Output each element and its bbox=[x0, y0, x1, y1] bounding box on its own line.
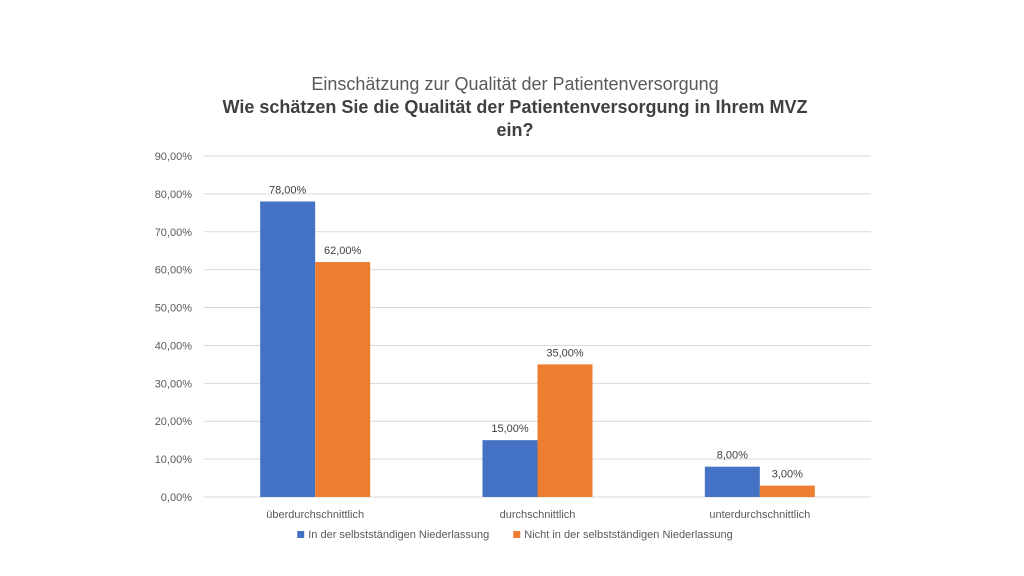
chart-subtitle-line-1: Wie schätzen Sie die Qualität der Patien… bbox=[223, 97, 808, 117]
data-label: 78,00% bbox=[269, 184, 307, 196]
y-tick-label: 80,00% bbox=[155, 189, 193, 201]
legend-swatch bbox=[513, 531, 521, 538]
bar bbox=[537, 364, 593, 497]
data-label: 62,00% bbox=[324, 245, 362, 257]
category-label: überdurchschnittlich bbox=[266, 509, 364, 521]
x-axis-categories: überdurchschnittlich durchschnittlich unte… bbox=[266, 509, 810, 521]
y-tick-label: 40,00% bbox=[155, 340, 193, 352]
y-tick-label: 70,00% bbox=[155, 227, 193, 239]
data-labels: 78,00% 62,00% 15,00% 35,00% 8,00% 3,00% bbox=[269, 184, 803, 480]
bar bbox=[759, 485, 815, 497]
bar bbox=[315, 262, 371, 497]
y-tick-label: 30,00% bbox=[155, 378, 193, 390]
chart-subtitle-line-2: ein? bbox=[496, 120, 533, 140]
y-tick-label: 10,00% bbox=[155, 454, 193, 466]
category-label: durchschnittlich bbox=[500, 509, 576, 521]
y-tick-label: 20,00% bbox=[155, 416, 193, 428]
y-tick-label: 90,00% bbox=[155, 151, 193, 163]
data-label: 8,00% bbox=[717, 450, 748, 462]
data-label: 3,00% bbox=[772, 469, 803, 481]
legend-swatch bbox=[297, 531, 305, 538]
bar bbox=[704, 466, 760, 497]
y-tick-label: 0,00% bbox=[161, 492, 192, 504]
y-axis-ticks: 0,00% 10,00% 20,00% 30,00% 40,00% 50,00% 60,00… bbox=[155, 151, 193, 504]
legend-label: In der selbstständigen Niederlassung bbox=[308, 529, 489, 541]
chart-title: Einschätzung zur Qualität der Patientenv… bbox=[311, 74, 718, 94]
y-tick-label: 50,00% bbox=[155, 303, 193, 315]
bar bbox=[482, 440, 538, 497]
legend-label: Nicht in der selbstständigen Niederlassu… bbox=[524, 529, 733, 541]
bars bbox=[260, 201, 815, 497]
category-label: unterdurchschnittlich bbox=[709, 509, 810, 521]
legend: In der selbstständigen Niederlassung Nich… bbox=[297, 529, 733, 541]
y-tick-label: 60,00% bbox=[155, 265, 193, 277]
bar bbox=[260, 201, 316, 497]
data-label: 15,00% bbox=[491, 423, 529, 435]
data-label: 35,00% bbox=[546, 347, 584, 359]
